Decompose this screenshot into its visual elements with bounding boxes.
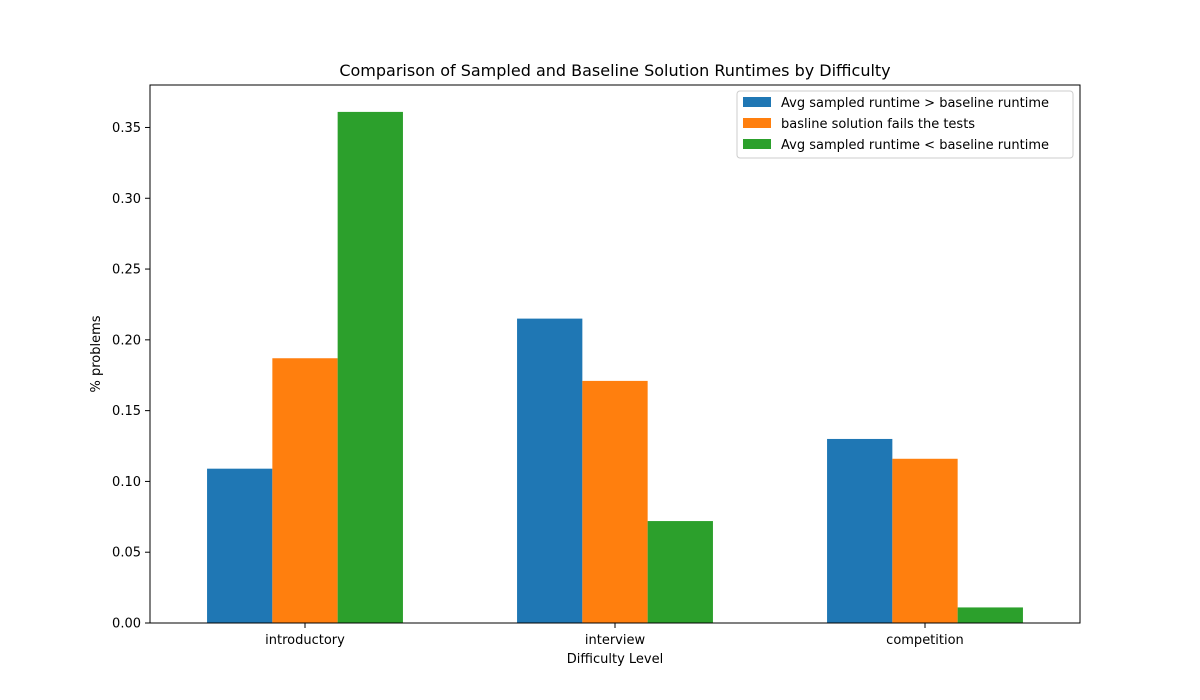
legend-label-series-3: Avg sampled runtime < baseline runtime [781, 138, 1049, 153]
legend-label-series-1: Avg sampled runtime > baseline runtime [781, 96, 1049, 111]
legend-swatch-series-1 [743, 97, 771, 107]
y-tick-label: 0.35 [112, 121, 141, 136]
bar-interview-series-3 [647, 521, 713, 623]
bar-competition-series-3 [957, 607, 1023, 623]
bar-introductory-series-3 [337, 111, 403, 624]
bar-competition-series-1 [827, 438, 893, 623]
bar-competition-series-2 [892, 458, 958, 623]
x-tick-label: introductory [265, 633, 345, 648]
legend: Avg sampled runtime > baseline runtime ba… [736, 90, 1074, 159]
y-tick-label: 0.00 [112, 617, 141, 632]
y-tick-label: 0.25 [112, 263, 141, 278]
x-tick-label: competition [886, 633, 964, 648]
bars-group [207, 111, 1023, 624]
legend-swatch-series-3 [743, 139, 771, 149]
y-axis-label: % problems [89, 315, 104, 392]
x-tick-label: interview [585, 633, 646, 648]
y-tick-label: 0.10 [112, 475, 141, 490]
bar-interview-series-1 [517, 318, 583, 623]
y-tick-label: 0.15 [112, 404, 141, 419]
x-axis-ticks: introductory interview competition [265, 623, 964, 648]
y-tick-label: 0.20 [112, 333, 141, 348]
bar-interview-series-2 [582, 380, 648, 623]
bar-introductory-series-1 [207, 468, 273, 623]
y-tick-label: 0.30 [112, 192, 141, 207]
chart-title: Comparison of Sampled and Baseline Solut… [339, 61, 890, 80]
y-axis-ticks: 0.00 0.05 0.10 0.15 0.20 0.25 0.30 0.35 [112, 121, 150, 632]
plot-frame [149, 84, 1081, 624]
x-axis-label: Difficulty Level [567, 652, 663, 667]
bar-introductory-series-2 [272, 358, 338, 623]
legend-box [736, 90, 1074, 159]
y-tick-label: 0.05 [112, 546, 141, 561]
legend-swatch-series-2 [743, 118, 771, 128]
legend-label-series-2: basline solution fails the tests [781, 117, 975, 132]
